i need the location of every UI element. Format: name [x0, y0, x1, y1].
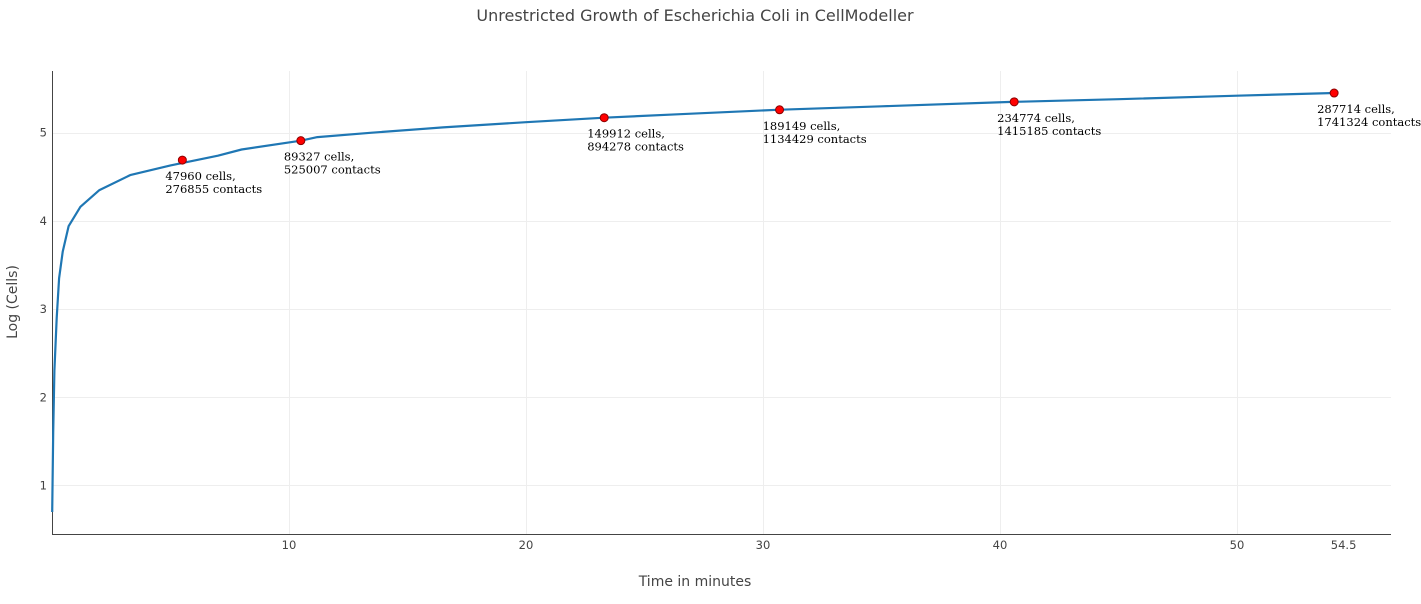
x-tick-label: 40 [993, 538, 1008, 552]
tick-labels: 10 20 30 40 50 54.5 1 2 3 4 5 [40, 126, 1357, 552]
grid [52, 71, 1391, 534]
series [51, 91, 1335, 513]
x-tick-label: 30 [756, 538, 771, 552]
annotation-contacts: 1415185 contacts [997, 124, 1101, 138]
annotation-cells: 47960 cells, [165, 169, 235, 183]
annotation-contacts: 894278 contacts [587, 140, 684, 154]
y-tick-label: 2 [40, 390, 47, 404]
data-point-marker [177, 155, 187, 165]
data-point-marker [1009, 97, 1019, 107]
x-tick-label: 10 [282, 538, 297, 552]
y-tick-label: 4 [40, 214, 47, 228]
axes [52, 71, 1391, 535]
data-point-marker [296, 136, 306, 146]
annotation-cells: 189149 cells, [763, 119, 841, 133]
y-tick-label: 5 [40, 126, 47, 140]
annotation-contacts: 525007 contacts [284, 163, 381, 177]
x-tick-label: 50 [1230, 538, 1245, 552]
x-tick-label: 54.5 [1331, 538, 1357, 552]
annotations: 47960 cells,276855 contacts 89327 cells,5… [165, 102, 1421, 196]
annotation-cells: 234774 cells, [997, 111, 1075, 125]
annotation-contacts: 276855 contacts [165, 182, 262, 196]
annotation-cells: 149912 cells, [587, 127, 665, 141]
chart-title: Unrestricted Growth of Escherichia Coli … [476, 6, 914, 25]
annotation-contacts: 1741324 contacts [1317, 115, 1421, 129]
data-point-marker [1329, 88, 1339, 98]
x-axis-title: Time in minutes [638, 574, 752, 590]
growth-line [51, 91, 1335, 513]
markers [177, 88, 1339, 165]
y-tick-label: 3 [40, 302, 47, 316]
data-point-marker [599, 113, 609, 123]
y-axis-title: Log (Cells) [5, 265, 21, 339]
y-tick-label: 1 [40, 478, 47, 492]
annotation-cells: 89327 cells, [284, 150, 354, 164]
x-tick-label: 20 [519, 538, 534, 552]
data-point-marker [775, 105, 785, 115]
annotation-contacts: 1134429 contacts [763, 132, 867, 146]
annotation-cells: 287714 cells, [1317, 102, 1395, 116]
